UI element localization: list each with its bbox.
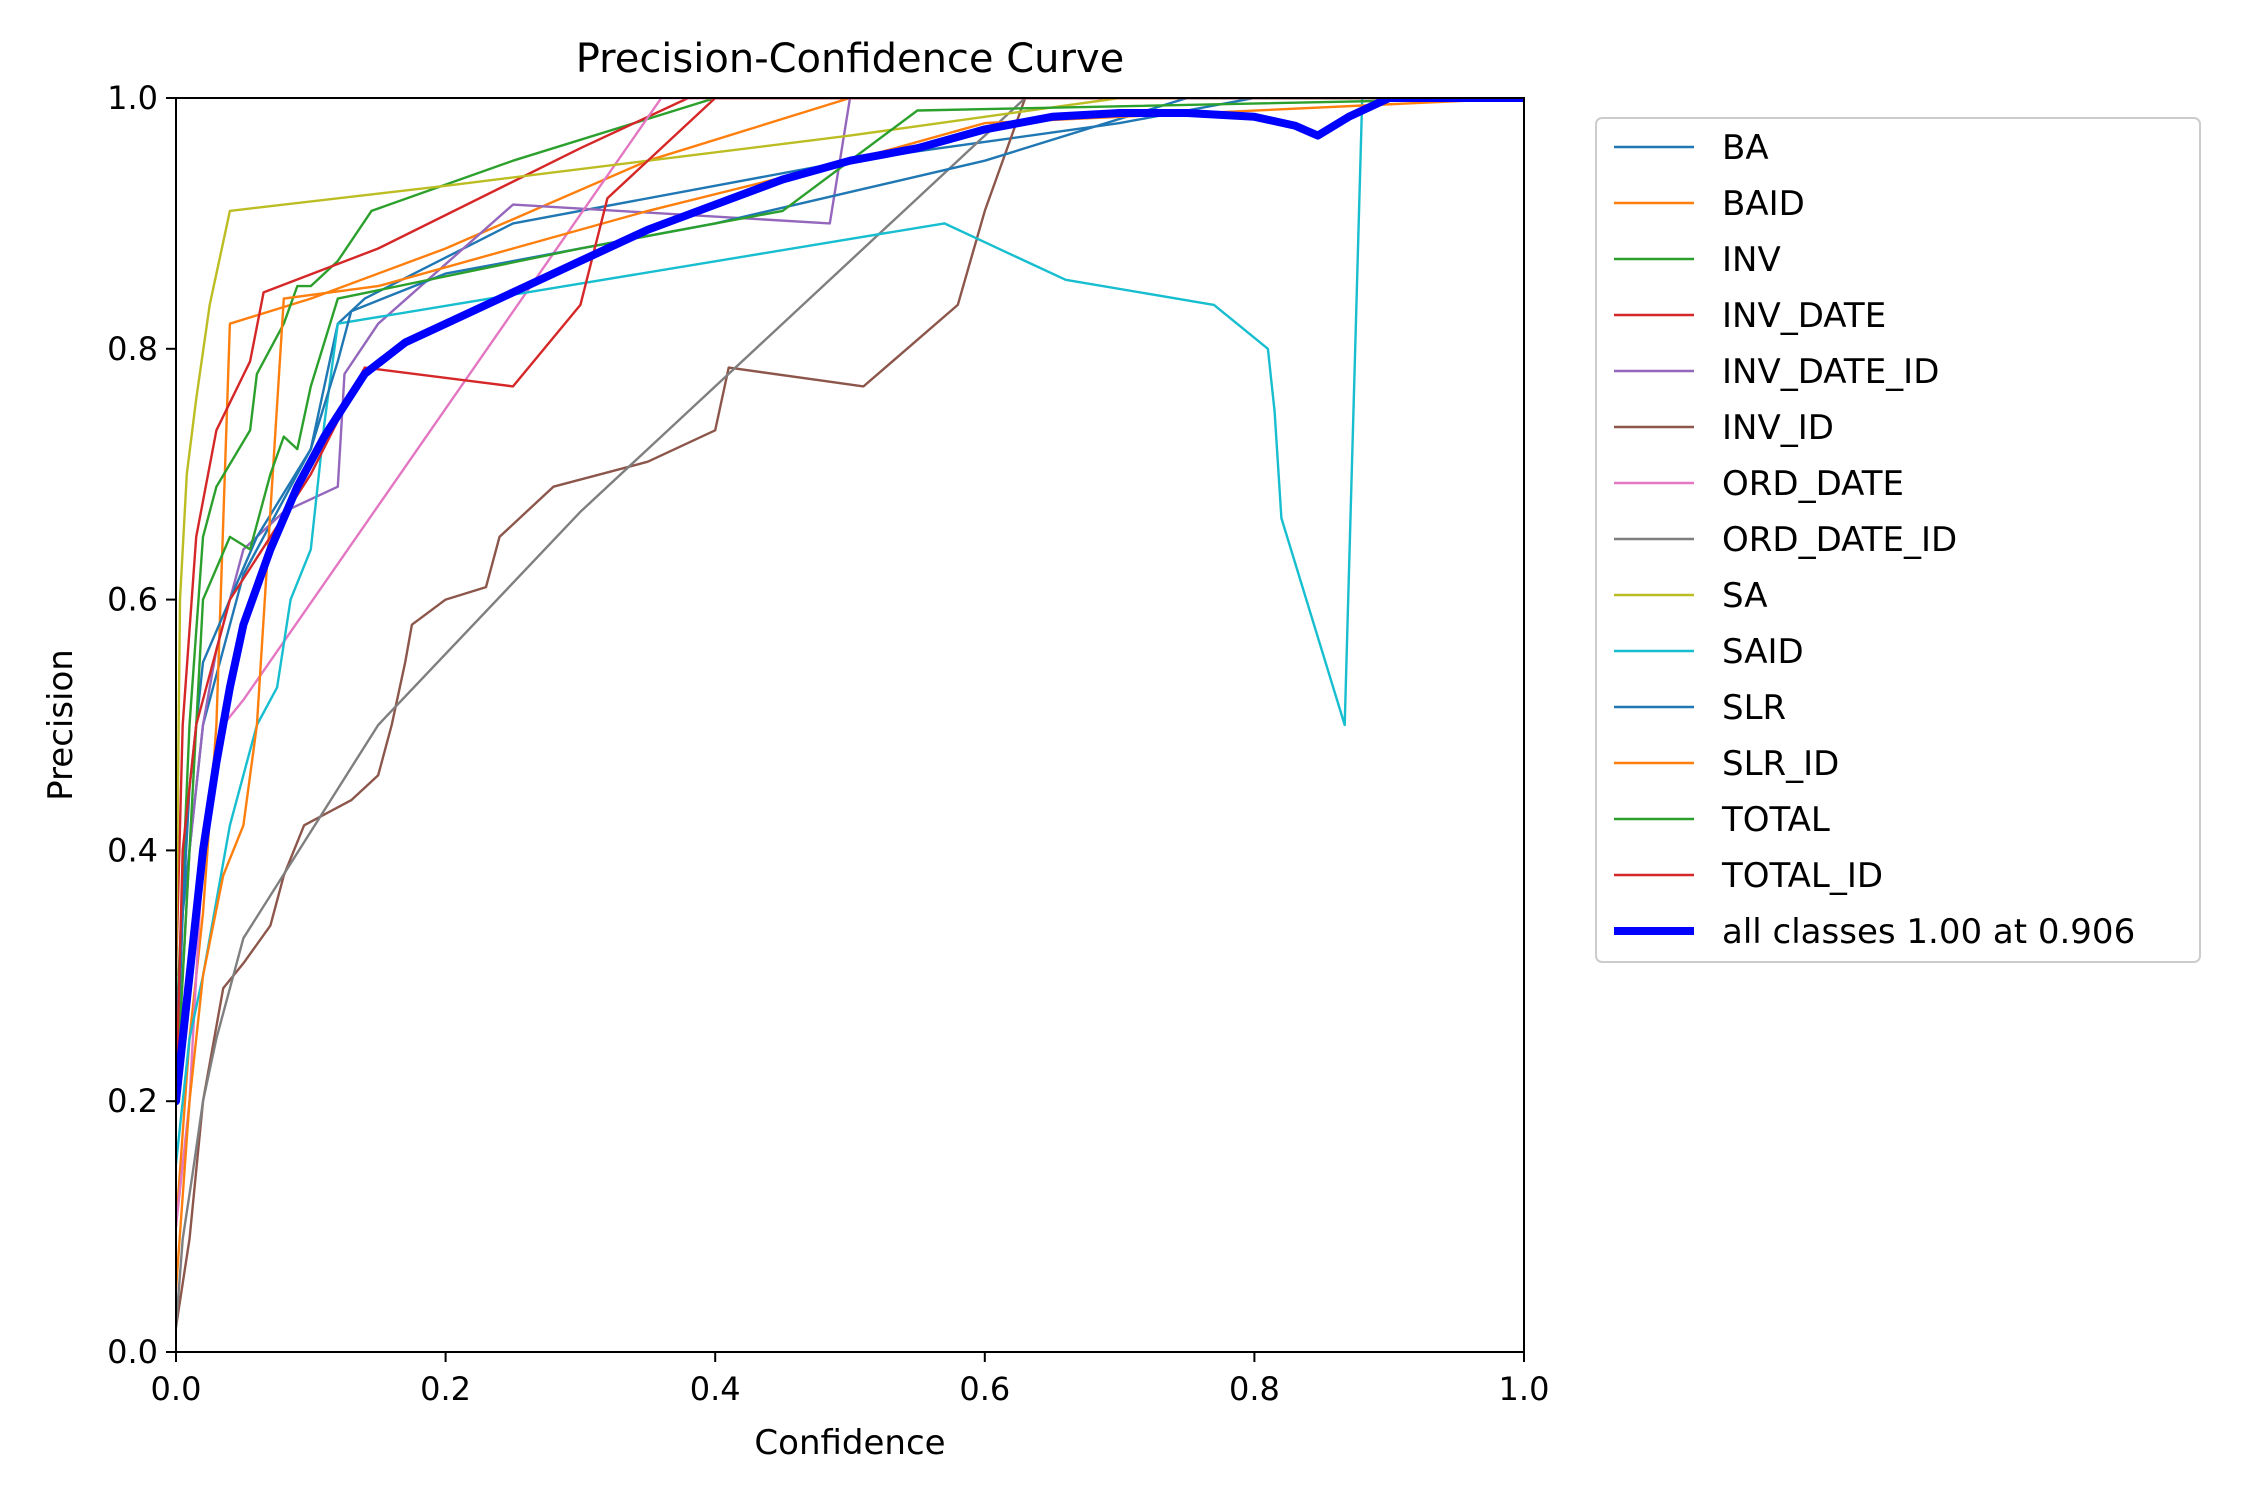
legend: BA BAID INV INV_DATE INV_DATE_ID INV_ID ORD_DA…	[1595, 117, 2201, 963]
x-tick-label-1: 0.2	[420, 1370, 471, 1408]
x-axis-title: Confidence	[754, 1423, 945, 1463]
x-tick-label-0: 0.0	[151, 1370, 202, 1408]
series-line-14	[176, 98, 1524, 1106]
y-tick-label-2: 0.4	[107, 831, 158, 869]
series-line-7	[176, 98, 1524, 1329]
y-tick-label-1: 0.2	[107, 1082, 158, 1120]
series-line-5	[176, 98, 1524, 1329]
legend-label-4: INV_DATE_ID	[1722, 352, 1939, 392]
legend-box	[1595, 117, 2201, 963]
legend-label-12: TOTAL	[1721, 800, 1830, 840]
y-axis-title: Precision	[41, 649, 81, 801]
series-line-13	[176, 98, 1524, 1103]
legend-label-3: INV_DATE	[1722, 296, 1886, 336]
x-tick-label-3: 0.6	[959, 1370, 1010, 1408]
series-line-4	[176, 98, 1524, 1103]
x-tick-label-2: 0.4	[690, 1370, 741, 1408]
legend-label-14: all classes 1.00 at 0.906	[1722, 912, 2135, 952]
y-tick-label-0: 0.0	[107, 1333, 158, 1371]
legend-label-2: INV	[1722, 240, 1781, 280]
x-tick-label-4: 0.8	[1229, 1370, 1280, 1408]
y-tick-label-5: 1.0	[107, 79, 158, 117]
legend-items: BA BAID INV INV_DATE INV_DATE_ID INV_ID ORD_DA…	[1614, 128, 2135, 952]
axis-layer: 0.0 0.2 0.4 0.6 0.8 1.0 0.0 0.2 0.4 0.6 0.8 1.0	[107, 79, 1549, 1408]
series-line-2	[176, 98, 1524, 1040]
plot-frame	[175, 97, 1525, 1353]
legend-label-9: SAID	[1722, 632, 1804, 672]
legend-label-13: TOTAL_ID	[1721, 856, 1883, 896]
legend-label-0: BA	[1722, 128, 1769, 168]
series-layer	[176, 98, 1524, 1329]
chart-title: Precision-Confidence Curve	[576, 36, 1125, 82]
legend-label-11: SLR_ID	[1722, 744, 1839, 784]
legend-label-8: SA	[1722, 576, 1767, 616]
legend-label-5: INV_ID	[1722, 408, 1834, 448]
series-line-9	[176, 98, 1524, 1166]
series-line-8	[176, 98, 1524, 977]
series-line-3	[176, 98, 1524, 977]
legend-label-6: ORD_DATE	[1722, 464, 1904, 504]
x-tick-label-5: 1.0	[1499, 1370, 1550, 1408]
legend-label-1: BAID	[1722, 184, 1805, 224]
legend-label-10: SLR	[1722, 688, 1786, 728]
series-line-10	[176, 98, 1524, 1040]
legend-label-7: ORD_DATE_ID	[1722, 520, 1957, 560]
series-line-12	[176, 98, 1524, 1103]
y-tick-label-3: 0.6	[107, 581, 158, 619]
y-tick-label-4: 0.8	[107, 330, 158, 368]
